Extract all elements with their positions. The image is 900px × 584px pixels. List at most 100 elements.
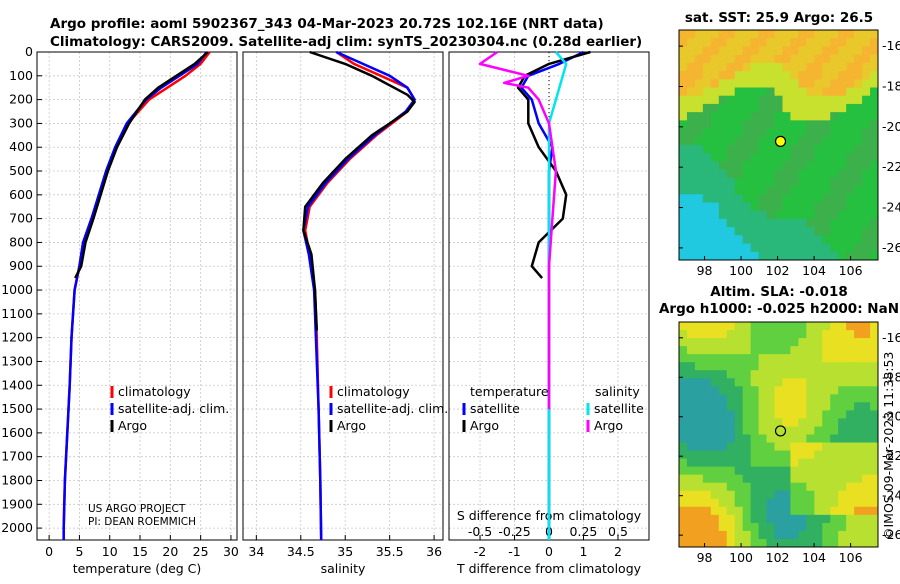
map-cell <box>702 498 712 508</box>
map-cell <box>766 186 776 195</box>
map-cell <box>702 235 712 245</box>
map-cell <box>846 235 855 245</box>
map-cell <box>694 466 704 476</box>
map-lon-label: 104 <box>802 550 826 565</box>
map-cell <box>862 322 871 331</box>
map-cell <box>846 466 855 476</box>
map-cell <box>758 54 768 64</box>
map-cell <box>702 79 712 88</box>
map-cell <box>758 30 768 39</box>
map-cell <box>862 466 871 476</box>
map-cell <box>822 210 831 220</box>
map-cell <box>830 79 839 88</box>
x2-tick-label: -0.25 <box>498 524 530 539</box>
map-cell <box>750 442 760 452</box>
map-cell <box>679 474 688 484</box>
map-cell <box>710 169 720 179</box>
map-cell <box>758 169 768 179</box>
map-cell <box>726 251 736 261</box>
map-cell <box>734 186 744 195</box>
map-cell <box>782 330 791 339</box>
x-tick-label: 35.5 <box>376 544 404 559</box>
map-cell <box>862 458 871 468</box>
map-cell <box>822 338 831 347</box>
map-cell <box>766 434 776 444</box>
map-cell <box>822 169 831 179</box>
map-cell <box>862 30 871 39</box>
map-cell <box>750 506 760 516</box>
map-cell <box>718 79 728 88</box>
map-cell <box>774 54 783 64</box>
map-cell <box>774 402 783 411</box>
map-cell <box>838 202 847 212</box>
map-cell <box>846 202 855 212</box>
map-cell <box>750 450 760 460</box>
map-cell <box>774 145 783 154</box>
map-cell <box>679 136 688 146</box>
map-cell <box>782 402 791 411</box>
map-cell <box>774 38 783 47</box>
map-cell <box>750 79 760 88</box>
map-cell <box>830 210 839 220</box>
map-cell <box>782 466 791 476</box>
map-cell <box>862 442 871 452</box>
map-cell <box>734 370 744 379</box>
map-cell <box>822 450 831 460</box>
map-cell <box>686 218 696 228</box>
map-cell <box>822 522 831 532</box>
map-cell <box>806 177 815 187</box>
map-cell <box>734 330 744 339</box>
map-cell <box>734 161 744 171</box>
map-cell <box>758 354 768 363</box>
map-cell <box>750 169 760 179</box>
map-cell <box>806 346 815 355</box>
map-cell <box>806 145 815 154</box>
map-cell <box>766 251 776 261</box>
map-cell <box>806 87 815 97</box>
map-cell <box>686 227 696 236</box>
map-cell <box>814 442 823 452</box>
map-cell <box>830 218 839 228</box>
map-cell <box>750 177 760 187</box>
map-cell <box>718 402 728 411</box>
map-cell <box>814 378 823 387</box>
map-cell <box>870 95 879 105</box>
map-cell <box>686 338 696 347</box>
map-cell <box>702 227 712 236</box>
map-cell <box>742 46 752 56</box>
legend-temp-argo-label: Argo <box>470 418 499 433</box>
map-cell <box>814 330 823 339</box>
map-cell <box>798 54 807 64</box>
map-cell <box>838 442 847 452</box>
map-cell <box>774 186 783 195</box>
map-cell <box>774 194 783 203</box>
map-cell <box>846 338 855 347</box>
map-cell <box>694 338 704 347</box>
map-cell <box>710 227 720 236</box>
map-cell <box>838 153 847 162</box>
map-cell <box>766 346 776 355</box>
map-cell <box>694 62 704 72</box>
map-cell <box>702 30 712 39</box>
map-cell <box>718 426 728 435</box>
map-cell <box>782 458 791 468</box>
y-tick-label: 1900 <box>1 496 33 511</box>
map-cell <box>846 498 855 508</box>
map-cell <box>766 410 776 419</box>
map-cell <box>679 169 688 179</box>
x2-tick-label: 0.25 <box>570 524 598 539</box>
map-cell <box>766 235 776 245</box>
map-cell <box>750 153 760 162</box>
map-cell <box>679 202 688 212</box>
map-cell <box>686 530 696 540</box>
map-cell <box>790 169 799 179</box>
map-lat-label: -22 <box>882 159 900 174</box>
map-cell <box>702 161 712 171</box>
map-cell <box>774 506 783 516</box>
map-cell <box>806 514 815 524</box>
map-cell <box>814 418 823 427</box>
map-cell <box>710 530 720 540</box>
map-cell <box>710 120 720 130</box>
map-cell <box>870 145 879 154</box>
map-lon-label: 100 <box>729 550 753 565</box>
